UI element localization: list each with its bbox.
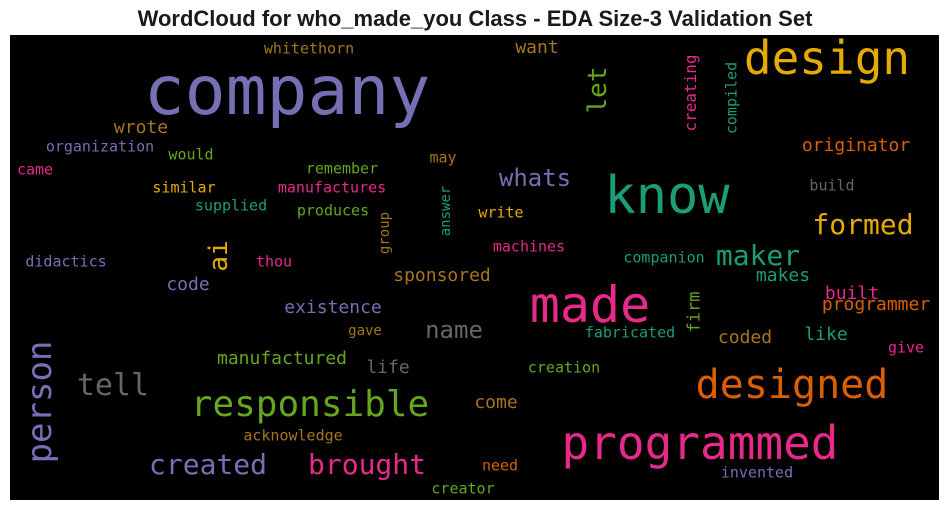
- word-creation: creation: [527, 358, 601, 377]
- word-organization: organization: [45, 137, 155, 156]
- word-whats: whats: [498, 164, 572, 192]
- word-would: would: [168, 145, 214, 164]
- word-remember: remember: [305, 159, 379, 178]
- word-sponsored: sponsored: [393, 265, 491, 286]
- word-company: company: [143, 52, 431, 131]
- word-know: know: [604, 166, 730, 226]
- word-let: let: [583, 66, 613, 114]
- word-compiled: compiled: [722, 61, 741, 135]
- word-ai: ai: [204, 240, 234, 272]
- word-cloud-canvas: company design know made programmed designed r…: [10, 35, 939, 500]
- word-manufactured: manufactured: [216, 348, 348, 369]
- word-person: person: [20, 340, 60, 464]
- word-thou: thou: [255, 252, 293, 271]
- word-like: like: [804, 324, 848, 345]
- word-need: need: [481, 456, 519, 475]
- word-tell: tell: [76, 368, 150, 403]
- word-built: built: [824, 283, 880, 304]
- word-machines: machines: [492, 237, 566, 256]
- word-supplied: supplied: [194, 196, 268, 215]
- word-come: come: [474, 392, 518, 413]
- word-answer: answer: [438, 185, 454, 237]
- word-want: want: [515, 37, 559, 58]
- word-maker: maker: [715, 239, 801, 272]
- word-similar: similar: [152, 178, 216, 197]
- word-didactics: didactics: [25, 252, 107, 271]
- word-group: group: [377, 211, 393, 255]
- word-formed: formed: [812, 208, 914, 241]
- word-created: created: [148, 448, 268, 481]
- word-designed: designed: [695, 362, 889, 408]
- word-write: write: [478, 203, 524, 222]
- word-made: made: [529, 276, 651, 334]
- word-design: design: [743, 35, 911, 85]
- word-makes: makes: [755, 265, 811, 286]
- word-companion: companion: [623, 248, 705, 267]
- word-invented: invented: [720, 463, 794, 482]
- word-came: came: [16, 160, 54, 179]
- word-whitethorn: whitethorn: [263, 39, 355, 58]
- word-brought: brought: [307, 448, 427, 481]
- word-life: life: [366, 357, 410, 378]
- word-produces: produces: [296, 201, 370, 220]
- word-manufactures: manufactures: [277, 178, 387, 197]
- word-responsible: responsible: [190, 384, 430, 425]
- word-creator: creator: [431, 479, 495, 498]
- word-existence: existence: [284, 297, 382, 318]
- word-creating: creating: [681, 54, 700, 132]
- word-give: give: [887, 338, 925, 357]
- word-gave: gave: [348, 323, 382, 339]
- word-build: build: [809, 176, 855, 195]
- word-fabricated: fabricated: [584, 323, 676, 342]
- word-code: code: [166, 274, 210, 295]
- word-coded: coded: [717, 327, 773, 348]
- word-acknowledge: acknowledge: [243, 426, 343, 445]
- word-firm: firm: [684, 291, 705, 333]
- word-programmer: programmer: [821, 294, 931, 315]
- word-may: may: [429, 148, 457, 167]
- word-wrote: wrote: [113, 117, 169, 138]
- word-originator: originator: [801, 135, 911, 156]
- chart-title: WordCloud for who_made_you Class - EDA S…: [137, 6, 813, 31]
- word-name: name: [425, 316, 483, 344]
- word-programmed: programmed: [561, 416, 839, 470]
